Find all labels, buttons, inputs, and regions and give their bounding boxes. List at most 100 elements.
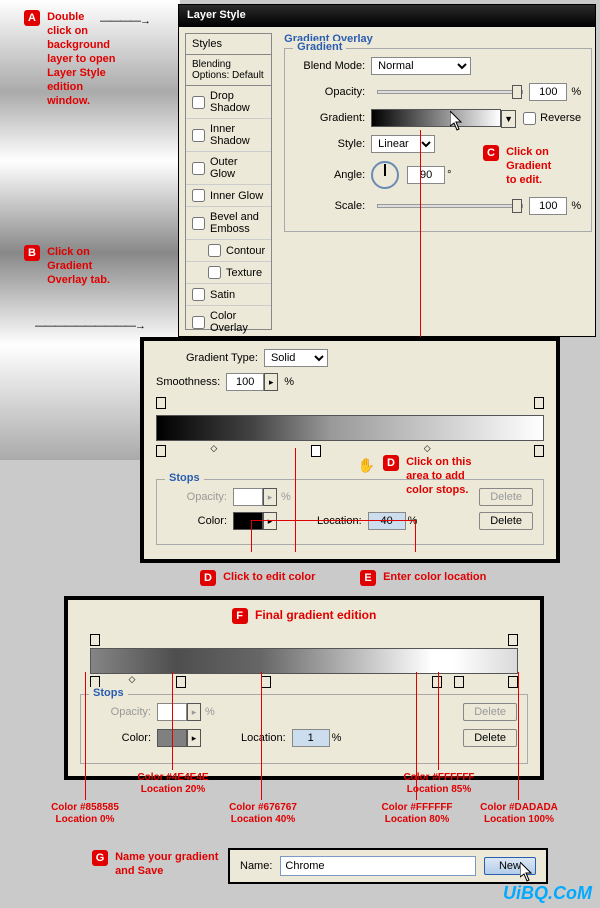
final-color-label: Color: xyxy=(91,732,151,744)
final-gradient-panel: F Final gradient edition ◇ Stops Opacity… xyxy=(64,596,544,780)
midpoint-2[interactable]: ◇ xyxy=(424,443,431,454)
gradient-group: Gradient Blend Mode: Normal Opacity: % G… xyxy=(284,48,592,232)
chk-drop-shadow[interactable] xyxy=(192,96,205,109)
scale-unit: % xyxy=(571,200,581,212)
sidebar-item-satin[interactable]: Satin xyxy=(186,284,271,306)
sidebar-item-drop-shadow[interactable]: Drop Shadow xyxy=(186,86,271,119)
gradient-name-input[interactable] xyxy=(280,856,476,876)
midpoint-1[interactable]: ◇ xyxy=(210,443,217,454)
chk-outer-glow[interactable] xyxy=(192,162,205,175)
callout-g-text: Name your gradient and Save xyxy=(115,850,218,878)
color-stepper-icon[interactable]: ▸ xyxy=(263,512,277,530)
final-location-value[interactable] xyxy=(292,729,330,747)
scale-slider[interactable] xyxy=(377,204,523,208)
final-gradient-bar[interactable] xyxy=(90,648,518,674)
fg-line-0 xyxy=(85,672,86,800)
angle-dial[interactable] xyxy=(371,161,399,189)
angle-label: Angle: xyxy=(295,169,365,181)
stops-opacity-value xyxy=(233,488,263,506)
color-well[interactable] xyxy=(233,512,263,530)
scale-value[interactable] xyxy=(529,197,567,215)
grad-type-select[interactable]: Solid xyxy=(264,349,328,367)
blend-mode-select[interactable]: Normal xyxy=(371,57,471,75)
chk-satin[interactable] xyxy=(192,288,205,301)
chk-contour[interactable] xyxy=(208,244,221,257)
red-connector-e xyxy=(415,520,416,552)
smooth-value[interactable] xyxy=(226,373,264,391)
sidebar-item-bevel[interactable]: Bevel and Emboss xyxy=(186,207,271,240)
final-opacity-unit: % xyxy=(205,706,215,718)
arrow-a: ————→ xyxy=(100,15,150,27)
sidebar-item-contour[interactable]: Contour xyxy=(186,240,271,262)
fg-stop-20[interactable] xyxy=(176,676,186,688)
hand-cursor-icon: ✋ xyxy=(358,457,375,474)
sidebar-item-texture[interactable]: Texture xyxy=(186,262,271,284)
stops-location-label: Location: xyxy=(317,515,362,527)
final-delete-button[interactable]: Delete xyxy=(463,729,517,747)
opacity-slider[interactable] xyxy=(377,90,523,94)
final-location-label: Location: xyxy=(241,732,286,744)
chk-color-overlay[interactable] xyxy=(192,316,205,329)
chk-bevel[interactable] xyxy=(192,217,205,230)
angle-value[interactable] xyxy=(407,166,445,184)
badge-d-color: D xyxy=(200,570,216,586)
red-connector-d xyxy=(295,448,296,552)
fg-stop-100[interactable] xyxy=(508,676,518,688)
opacity-unit: % xyxy=(571,86,581,98)
grad-type-label: Gradient Type: xyxy=(186,352,258,364)
chk-inner-glow[interactable] xyxy=(192,189,205,202)
gradient-bar[interactable] xyxy=(156,415,544,441)
sidebar-item-inner-glow[interactable]: Inner Glow xyxy=(186,185,271,207)
style-select[interactable]: Linear xyxy=(371,135,435,153)
sidebar-blending[interactable]: Blending Options: Default xyxy=(186,55,271,86)
badge-a: A xyxy=(24,10,40,26)
chk-inner-shadow[interactable] xyxy=(192,129,205,142)
fg-label-0: Color #858585Location 0% xyxy=(40,802,130,826)
fg-op-stop-right[interactable] xyxy=(508,634,518,646)
callout-d-area: D Click on this area to add color stops. xyxy=(383,455,471,497)
sidebar-item-outer-glow[interactable]: Outer Glow xyxy=(186,152,271,185)
sidebar-item-color-overlay[interactable]: Color Overlay xyxy=(186,306,271,339)
sidebar-item-inner-shadow[interactable]: Inner Shadow xyxy=(186,119,271,152)
smooth-stepper-icon[interactable]: ▸ xyxy=(264,373,278,391)
badge-d-area: D xyxy=(383,455,399,471)
angle-unit: ° xyxy=(447,169,451,181)
opacity-stop-right[interactable] xyxy=(534,397,544,409)
stops-group: Stops Opacity: ▸ % Delete Color: ▸ Locat… xyxy=(156,479,544,545)
name-panel: Name: New xyxy=(228,848,548,884)
stops-opacity-stepper: ▸ xyxy=(263,488,277,506)
color-stop-1[interactable] xyxy=(156,445,166,457)
callout-c-text: Click on Gradient to edit. xyxy=(506,145,551,187)
stops-delete-button[interactable]: Delete xyxy=(479,512,533,530)
fg-stop-85[interactable] xyxy=(454,676,464,688)
gradient-dropdown-icon[interactable]: ▼ xyxy=(501,110,516,128)
final-delete-opacity-button: Delete xyxy=(463,703,517,721)
badge-e: E xyxy=(360,570,376,586)
final-color-stepper[interactable]: ▸ xyxy=(187,729,201,747)
gradient-editor-panel: Gradient Type: Solid Smoothness: ▸ % ◇ ◇… xyxy=(140,337,560,563)
color-stop-2[interactable] xyxy=(311,445,321,457)
fg-line-20 xyxy=(172,672,173,770)
fg-label-100: Color #DADADALocation 100% xyxy=(474,802,564,826)
group-label: Gradient xyxy=(293,41,346,53)
opacity-value[interactable] xyxy=(529,83,567,101)
chk-texture[interactable] xyxy=(208,266,221,279)
fg-mid-1[interactable]: ◇ xyxy=(129,674,136,685)
sidebar-header[interactable]: Styles xyxy=(186,34,271,55)
fg-label-80: Color #FFFFFFLocation 80% xyxy=(372,802,462,826)
stops-location-value[interactable] xyxy=(368,512,406,530)
final-location-unit: % xyxy=(332,732,342,744)
reverse-checkbox[interactable] xyxy=(523,112,536,125)
scale-label: Scale: xyxy=(295,200,365,212)
opacity-stop-left[interactable] xyxy=(156,397,166,409)
badge-f: F xyxy=(232,608,248,624)
red-connector-d2 xyxy=(251,520,252,552)
fg-op-stop-left[interactable] xyxy=(90,634,100,646)
fg-stop-40[interactable] xyxy=(261,676,271,688)
gradient-label: Gradient: xyxy=(295,112,365,124)
callout-g: G Name your gradient and Save xyxy=(92,850,218,878)
fg-label-40: Color #676767Location 40% xyxy=(218,802,308,826)
color-stop-3[interactable] xyxy=(534,445,544,457)
new-button[interactable]: New xyxy=(484,857,536,875)
gradient-preview[interactable]: ▼ xyxy=(371,109,501,127)
